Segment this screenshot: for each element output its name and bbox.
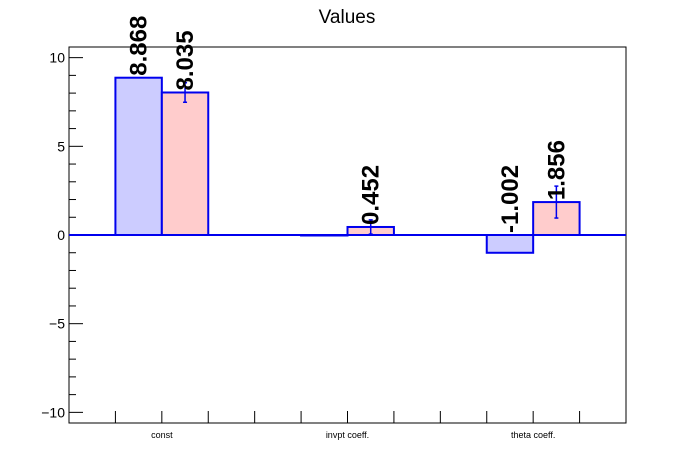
data-label: 8.868 <box>126 16 153 76</box>
data-label: 1.856 <box>543 140 570 200</box>
bar <box>485 234 535 254</box>
data-label: -1.002 <box>497 165 524 233</box>
data-labels: 8.868 -1.002 8.035 0.452 1.856 <box>126 16 571 233</box>
bar <box>114 76 163 236</box>
y-axis: −10 −5 0 5 10 <box>41 50 83 420</box>
y-tick-label: −5 <box>49 316 65 332</box>
category-label: invpt coeff. <box>326 430 369 440</box>
y-tick-label: 10 <box>49 50 65 66</box>
y-tick-label: 5 <box>57 138 65 154</box>
bar <box>160 91 210 237</box>
y-tick-label: 0 <box>57 227 65 243</box>
y-tick-label: −10 <box>41 404 65 420</box>
chart-title: Values <box>319 7 376 28</box>
bars <box>69 76 626 254</box>
x-axis: const invpt coeff. theta coeff. <box>114 411 581 440</box>
category-label: theta coeff. <box>511 430 555 440</box>
data-label: 8.035 <box>172 30 199 90</box>
data-label: 0.452 <box>358 165 385 225</box>
category-label: const <box>151 430 173 440</box>
error-bars <box>183 81 559 235</box>
